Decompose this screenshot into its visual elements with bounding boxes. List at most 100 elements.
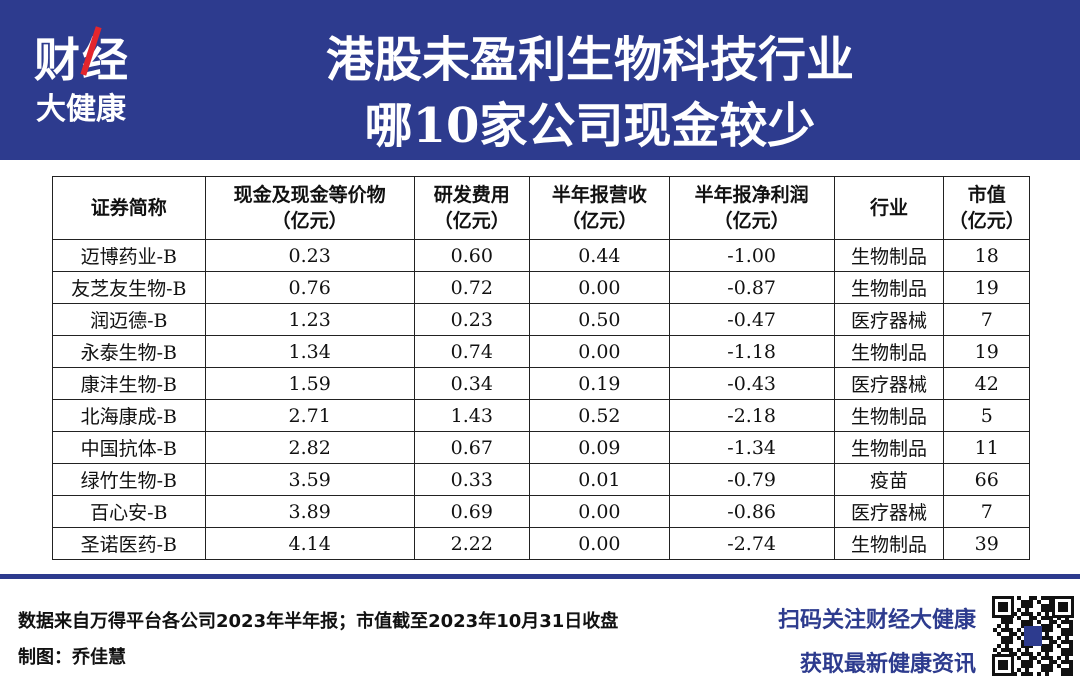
qr-module: [1017, 656, 1021, 660]
table-cell: 2.82: [204, 431, 415, 464]
qr-module: [1037, 672, 1041, 676]
qr-module: [1061, 640, 1065, 644]
table-cell: -0.87: [668, 271, 835, 304]
qr-module: [1041, 604, 1045, 608]
qr-module: [1045, 672, 1049, 676]
qr-module: [1061, 628, 1065, 632]
qr-module: [1045, 616, 1049, 620]
qr-module: [1013, 612, 1017, 616]
table-cell: 19: [943, 335, 1030, 368]
table-cell: 1.34: [204, 335, 415, 368]
qr-module: [1049, 664, 1053, 668]
table-cell: 5: [943, 399, 1030, 432]
qr-module: [1049, 636, 1053, 640]
qr-module: [1049, 628, 1053, 632]
qr-module: [1017, 628, 1021, 632]
table-cell: 0.00: [528, 271, 670, 304]
table-cell: 生物制品: [833, 527, 945, 560]
qr-module: [1021, 640, 1025, 644]
qr-module: [993, 628, 997, 632]
qr-module: [1029, 656, 1033, 660]
qr-module: [1069, 660, 1073, 664]
header-band: 财经 大健康 港股未盈利生物科技行业 哪10家公司现金较少: [0, 0, 1080, 160]
qr-module: [1069, 628, 1073, 632]
table-cell: 7: [943, 495, 1030, 528]
qr-module: [1029, 660, 1033, 664]
table-cell: 永泰生物-B: [52, 335, 206, 368]
qr-module: [1033, 616, 1037, 620]
table-cell: 0.69: [413, 495, 530, 528]
qr-module: [1025, 608, 1029, 612]
qr-module: [1025, 652, 1029, 656]
qr-module: [1049, 660, 1053, 664]
qr-module: [1049, 620, 1053, 624]
qr-module: [1021, 600, 1025, 604]
qr-module: [1061, 652, 1065, 656]
divider: [0, 574, 1080, 579]
table-cell: 3.59: [204, 463, 415, 496]
qr-module: [1065, 620, 1069, 624]
qr-module: [1049, 600, 1053, 604]
table-cell: 迈博药业-B: [52, 239, 206, 272]
table-cell: -1.18: [668, 335, 835, 368]
qr-module: [1041, 608, 1045, 612]
qr-module: [1049, 608, 1053, 612]
table-cell: 7: [943, 303, 1030, 336]
table-cell: 0.09: [528, 431, 670, 464]
qr-module: [1029, 672, 1033, 676]
table-row: 友芝友生物-B 0.76 0.72 0.00 -0.87 生物制品 19: [52, 271, 1030, 304]
table-cell: 0.34: [413, 367, 530, 400]
qr-module: [1025, 620, 1029, 624]
qr-module: [1057, 624, 1061, 628]
qr-module: [1041, 648, 1045, 652]
table-cell: 润迈德-B: [52, 303, 206, 336]
qr-module: [1013, 652, 1017, 656]
qr-module: [1005, 648, 1009, 652]
qr-module: [1069, 620, 1073, 624]
qr-module: [998, 660, 1008, 670]
qr-module: [1021, 612, 1025, 616]
qr-module: [993, 648, 997, 652]
qr-module: [1065, 648, 1069, 652]
header-text: 研发费用: [433, 184, 510, 206]
table-cell: 生物制品: [833, 335, 945, 368]
table-cell: 19: [943, 271, 1030, 304]
header-text: （亿元）: [713, 210, 790, 232]
qr-module: [1017, 668, 1021, 672]
qr-module: [1045, 604, 1049, 608]
qr-module: [1001, 636, 1005, 640]
column-header: 现金及现金等价物 （亿元）: [204, 176, 415, 240]
table-cell: 1.59: [204, 367, 415, 400]
qr-module: [998, 602, 1008, 612]
qr-module: [1065, 628, 1069, 632]
column-header: 研发费用 （亿元）: [413, 176, 530, 240]
qr-module: [1025, 664, 1029, 668]
qr-module: [1021, 664, 1025, 668]
qr-module: [1045, 636, 1049, 640]
qr-module: [1017, 608, 1021, 612]
table-row: 中国抗体-B 2.82 0.67 0.09 -1.34 生物制品 11: [52, 431, 1030, 464]
table-cell: 康沣生物-B: [52, 367, 206, 400]
qr-module: [1025, 672, 1029, 676]
qr-module: [1053, 620, 1057, 624]
qr-module: [1065, 652, 1069, 656]
column-header: 行业: [833, 176, 945, 240]
qr-module: [1025, 668, 1029, 672]
table-cell: 42: [943, 367, 1030, 400]
qr-module: [1045, 668, 1049, 672]
table-cell: 绿竹生物-B: [52, 463, 206, 496]
qr-module: [1069, 652, 1073, 656]
table-row: 迈博药业-B 0.23 0.60 0.44 -1.00 生物制品 18: [52, 239, 1030, 272]
table-cell: 中国抗体-B: [52, 431, 206, 464]
qr-module: [1021, 620, 1025, 624]
qr-module: [1065, 660, 1069, 664]
qr-module: [1001, 628, 1005, 632]
qr-module: [1025, 612, 1029, 616]
qr-module: [1025, 604, 1029, 608]
qr-module: [1058, 602, 1068, 612]
qr-module: [1065, 672, 1069, 676]
qr-module: [1065, 656, 1069, 660]
table-cell: 0.00: [528, 495, 670, 528]
table-cell: 0.74: [413, 335, 530, 368]
qr-module: [1025, 660, 1029, 664]
